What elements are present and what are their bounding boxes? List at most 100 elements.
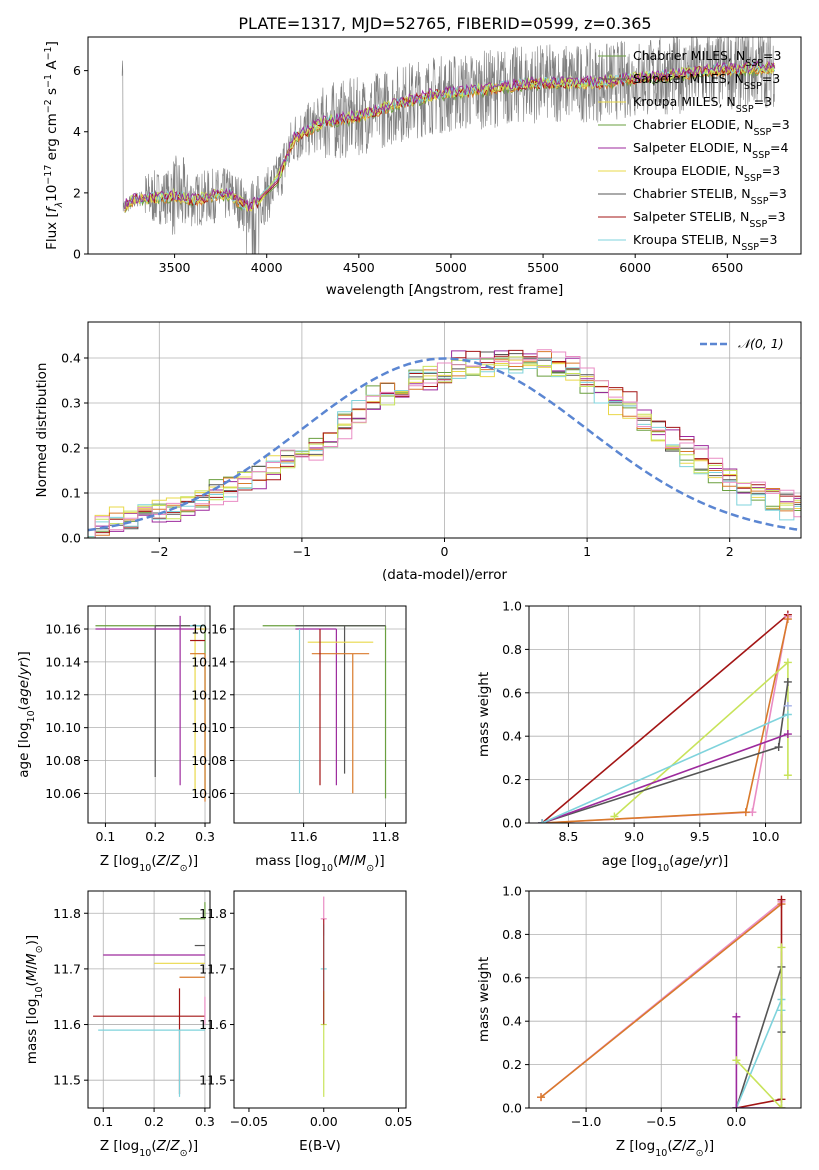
x-tick-label: 6500 xyxy=(711,260,743,275)
axes-frame xyxy=(87,890,211,1109)
x-tick-label: 4000 xyxy=(251,260,283,275)
mass-weight-line xyxy=(541,713,789,823)
mass-weight-vs-metallicity-panel: −1.0 −0.5 0.0 0.0 0.2 0.4 0.6 0.8 1.0 Z [log10(Z/… xyxy=(476,884,802,1159)
y-tick-label: 11.8 xyxy=(53,906,81,921)
normal-distribution-curve xyxy=(88,357,801,532)
mass-weight-line xyxy=(735,1016,782,1108)
data-point-marker xyxy=(783,710,792,719)
x-tick-label: −1.0 xyxy=(571,1114,601,1129)
error-bar-point xyxy=(311,653,370,794)
residual-histogram-panel: −2 −1 0 1 2 0.0 0.1 0.2 0.3 0.4 𝒩(0, 1) (data-model… xyxy=(34,321,802,583)
x-tick-label: 0.05 xyxy=(385,1114,413,1129)
x-tick-label: 11.6 xyxy=(290,829,318,844)
x-axis-label: (data-model)/error xyxy=(382,567,508,583)
y-tick-label: 0 xyxy=(73,247,81,262)
y-tick-label: 10.14 xyxy=(45,654,81,669)
mass-weight-line xyxy=(540,903,783,1098)
plot-area xyxy=(121,37,776,254)
y-tick-label: 10.08 xyxy=(45,753,81,768)
y-tick-label: 0.3 xyxy=(61,396,81,411)
x-tick-label: 8.5 xyxy=(558,829,578,844)
x-axis-label: Z [log10(Z/Z⊙)] xyxy=(100,1138,198,1159)
y-tick-label: 0.2 xyxy=(61,441,81,456)
x-tick-label: 0.00 xyxy=(310,1114,338,1129)
y-axis-label: mass weight xyxy=(476,672,492,757)
plot-area xyxy=(88,322,801,538)
y-axis-label: mass [log10(M/M⊙)] xyxy=(24,935,45,1064)
plot-area xyxy=(529,891,801,1108)
legend-entry: Salpeter MILES, NSSP=3 xyxy=(633,71,780,92)
plot-area xyxy=(529,606,801,823)
y-tick-label: 11.7 xyxy=(199,961,227,976)
figure-title: PLATE=1317, MJD=52765, FIBERID=0599, z=0… xyxy=(238,14,651,33)
x-tick-label: −0.5 xyxy=(646,1114,676,1129)
axes-frame xyxy=(233,605,407,824)
plot-area xyxy=(88,606,210,823)
axes-frame xyxy=(528,890,802,1109)
data-point-marker xyxy=(774,743,783,752)
x-tick-label: 0.1 xyxy=(95,829,115,844)
y-tick-label: 0.1 xyxy=(61,486,81,501)
data-point-marker xyxy=(783,730,792,739)
data-point-marker xyxy=(732,1056,741,1065)
y-tick-label: 1.0 xyxy=(502,884,522,899)
data-point-marker xyxy=(538,819,547,823)
y-tick-label: 11.6 xyxy=(53,1017,81,1032)
error-bar-point xyxy=(295,628,337,786)
error-bar-point xyxy=(95,615,206,786)
error-bar-point xyxy=(95,625,206,791)
x-tick-label: −1 xyxy=(293,544,311,559)
y-tick-label: 10.16 xyxy=(45,622,81,637)
y-tick-label: 10.14 xyxy=(191,654,227,669)
axes-frame xyxy=(87,605,211,824)
legend-entry: Kroupa MILES, NSSP=3 xyxy=(633,94,772,115)
data-point-marker xyxy=(777,1104,786,1108)
y-tick-label: 11.8 xyxy=(199,906,227,921)
x-tick-label: −2 xyxy=(150,544,168,559)
mass-vs-extinction-panel: −0.05 0.00 0.05 11.5 11.6 11.7 11.8 E(B-V) xyxy=(199,890,413,1154)
x-tick-label: −0.05 xyxy=(230,1114,268,1129)
mass-weight-line xyxy=(541,681,789,823)
x-axis-label: E(B-V) xyxy=(299,1138,341,1154)
x-tick-label: 0.3 xyxy=(195,829,215,844)
residual-histogram-step xyxy=(88,351,801,538)
x-tick-label: 6000 xyxy=(619,260,651,275)
x-axis-label: wavelength [Angstrom, rest frame] xyxy=(326,282,564,298)
y-tick-label: 0.8 xyxy=(502,642,522,657)
x-tick-label: 0 xyxy=(441,544,449,559)
mass-weight-vs-age-panel: 8.5 9.0 9.5 10.0 0.0 0.2 0.4 0.6 0.8 1.0 age [log1… xyxy=(476,599,802,874)
x-tick-label: 5000 xyxy=(435,260,467,275)
legend-entry: Kroupa STELIB, NSSP=3 xyxy=(633,232,777,253)
mass-weight-line xyxy=(735,947,783,1108)
x-tick-label: 5500 xyxy=(527,260,559,275)
legend-entry: Chabrier STELIB, NSSP=3 xyxy=(633,186,787,207)
error-bar-point xyxy=(98,1029,205,1097)
y-tick-label: 11.6 xyxy=(199,1017,227,1032)
y-tick-label: 0.0 xyxy=(61,531,81,546)
x-tick-label: 0.3 xyxy=(195,1114,215,1129)
data-point-marker xyxy=(732,1012,741,1021)
data-point-marker xyxy=(783,701,792,710)
x-axis-label: mass [log10(M/M⊙)] xyxy=(255,853,384,874)
mass-weight-line xyxy=(541,733,789,823)
axes-frame xyxy=(233,890,407,1109)
data-point-marker xyxy=(783,615,792,624)
error-bar-point xyxy=(295,625,386,774)
data-point-marker xyxy=(777,943,786,952)
y-tick-label: 6 xyxy=(73,63,81,78)
y-tick-label: 0.4 xyxy=(61,351,81,366)
model-spectrum-line xyxy=(124,60,776,212)
axes-frame xyxy=(87,321,802,539)
legend-entry: Salpeter STELIB, NSSP=3 xyxy=(633,209,786,230)
x-tick-label: 0.1 xyxy=(93,1114,113,1129)
residual-histogram-step xyxy=(88,357,801,538)
error-bar-point xyxy=(93,988,205,1095)
x-tick-label: 2 xyxy=(726,544,734,559)
data-point-marker xyxy=(610,812,619,821)
plot-area xyxy=(88,891,210,1108)
data-point-marker xyxy=(783,677,792,686)
y-axis-label: mass weight xyxy=(476,957,492,1042)
y-tick-label: 0.2 xyxy=(502,1057,522,1072)
residual-histogram-step xyxy=(88,358,801,538)
y-tick-label: 0.2 xyxy=(502,772,522,787)
